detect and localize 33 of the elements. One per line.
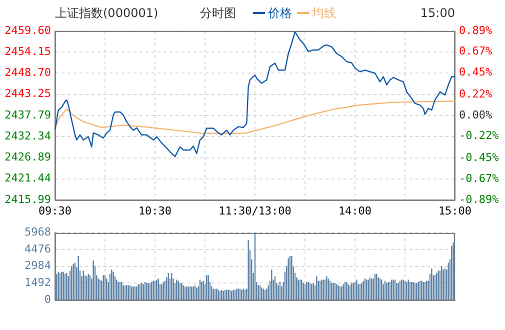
y2-tick-label: -0.22% xyxy=(459,129,500,142)
y-tick-label: 5968 xyxy=(24,225,51,238)
y2-tick-label: 0.89% xyxy=(459,24,492,37)
y2-tick-label: -0.89% xyxy=(459,192,500,206)
x-tick-label: 09:30 xyxy=(38,204,72,218)
chart-title: 上证指数(000001) xyxy=(55,6,158,20)
x-tick-label: 14:00 xyxy=(338,204,372,218)
y-tick-label: 4476 xyxy=(24,242,51,256)
y-tick-label: 2437.79 xyxy=(4,108,51,122)
y-tick-label: 2421.44 xyxy=(4,172,52,185)
y-tick-label: 2984 xyxy=(24,259,52,272)
y-tick-label: 2454.15 xyxy=(4,44,51,58)
chart-subtitle: 分时图 xyxy=(200,6,236,20)
text: 15:00 xyxy=(420,6,455,20)
y-tick-label: 2459.60 xyxy=(4,24,51,37)
y-tick-label: 2432.34 xyxy=(4,130,52,142)
legend-label: 价格 xyxy=(267,6,292,20)
y2-tick-label: -0.67% xyxy=(459,172,500,185)
y2-tick-label: 0.22% xyxy=(459,87,492,100)
y-tick-label: 2415.99 xyxy=(4,192,51,206)
x-tick-label: 10:30 xyxy=(138,204,172,218)
x-tick-label: 15:00 xyxy=(438,204,472,218)
y2-tick-label: 0.45% xyxy=(459,66,492,79)
y-tick-label: 0 xyxy=(44,292,51,306)
legend-label: 均线 xyxy=(311,6,336,20)
y2-tick-label: 0.67% xyxy=(459,44,492,58)
y2-tick-label: -0.45% xyxy=(459,151,500,164)
y-tick-label: 2443.25 xyxy=(4,87,51,100)
y2-tick-label: 0.00% xyxy=(459,108,492,122)
y-tick-label: 2426.89 xyxy=(4,150,51,164)
y-tick-label: 1492 xyxy=(24,276,51,290)
x-tick-label: 11:30/13:00 xyxy=(218,204,292,218)
y-tick-label: 2448.70 xyxy=(4,66,51,80)
